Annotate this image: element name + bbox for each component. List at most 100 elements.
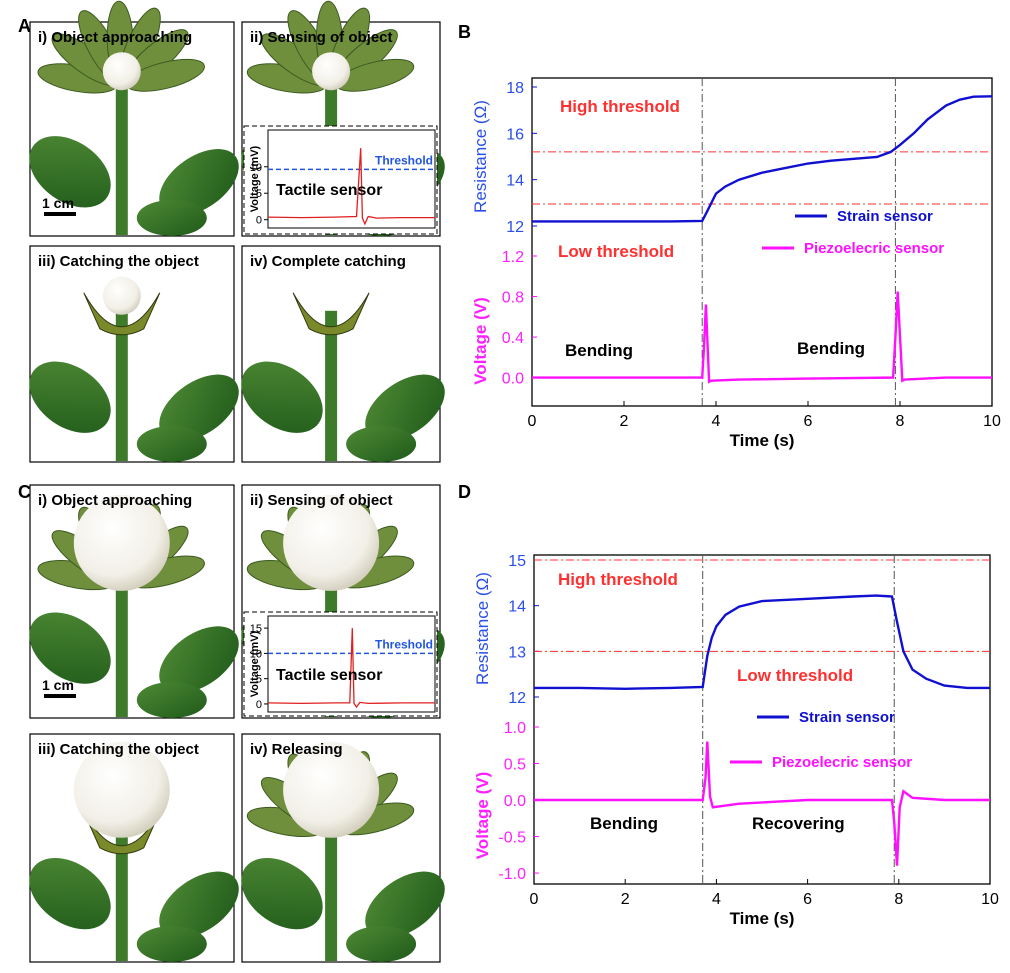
leaf: [29, 136, 111, 208]
y-tick-label: 10: [250, 162, 262, 174]
ball: [73, 741, 170, 838]
x-tick-label: 6: [803, 891, 812, 908]
y2-tick-label: -1.0: [498, 866, 526, 883]
photo-label: i) Object approaching: [38, 29, 192, 46]
stem: [325, 829, 338, 961]
y2-tick-label: 1.2: [502, 249, 524, 266]
panel-label: C: [18, 482, 31, 502]
ball: [102, 52, 141, 91]
y-tick-label: 16: [506, 126, 524, 143]
axes-frame: [531, 77, 993, 407]
leaf: [29, 612, 111, 684]
photo-label: i) Object approaching: [38, 492, 192, 509]
ball: [283, 741, 380, 838]
legend-label: Strain sensor: [837, 208, 933, 225]
y2-tick-label: 0.5: [504, 757, 526, 774]
scale-bar-label: 1 cm: [42, 195, 74, 211]
annotation: Recovering: [752, 814, 845, 833]
inset-axes: [267, 129, 436, 229]
x-tick-label: 4: [712, 891, 721, 908]
leaf: [136, 426, 207, 462]
annotation: Bending: [797, 339, 865, 358]
stem: [115, 86, 128, 235]
photo-label: iii) Catching the object: [38, 253, 199, 270]
photo: iv) Complete catching: [241, 245, 445, 463]
petals-closed: [292, 292, 370, 336]
x-axis-label: Time (s): [730, 431, 795, 450]
y2-tick-label: -0.5: [498, 830, 526, 847]
y-axis-label: Voltage (mV): [249, 630, 261, 697]
y-axis-label: Resistance (Ω): [471, 100, 490, 213]
petals-closed: [83, 292, 161, 336]
threshold-label: High threshold: [558, 570, 678, 589]
y2-tick-label: 0.0: [502, 371, 524, 388]
leaf: [136, 926, 207, 962]
y-tick-label: 13: [508, 644, 526, 661]
annotation: Bending: [565, 341, 633, 360]
stem: [115, 310, 128, 461]
scale-bar-label: 1 cm: [42, 677, 74, 693]
y-tick-label: 12: [506, 219, 524, 236]
axes-frame: [533, 554, 991, 885]
leaf: [159, 871, 239, 939]
ball: [312, 52, 351, 91]
series-line: [534, 741, 990, 866]
y2-axis-label: Voltage (V): [473, 772, 492, 860]
photo-label: iv) Complete catching: [250, 253, 406, 270]
panel-label: D: [458, 482, 471, 502]
y-tick-label: 10: [250, 648, 262, 660]
inset-frame: [243, 611, 438, 717]
threshold-label: High threshold: [560, 97, 680, 116]
leaf: [159, 374, 239, 442]
y2-tick-label: 0.8: [502, 290, 524, 307]
legend-label: Strain sensor: [799, 709, 895, 726]
series-line: [534, 594, 990, 691]
legend-label: Piezoelecric sensor: [772, 754, 912, 771]
photo: iii) Catching the object: [29, 245, 239, 463]
photo-label: ii) Sensing of object: [250, 29, 393, 46]
photo: i) Object approaching: [29, 0, 239, 237]
x-tick-label: 0: [528, 413, 537, 430]
annotation: Bending: [590, 814, 658, 833]
photo-label: iv) Releasing: [250, 741, 343, 758]
x-tick-label: 2: [620, 413, 629, 430]
x-tick-label: 4: [712, 413, 721, 430]
stem: [325, 310, 338, 461]
leaf: [159, 626, 239, 694]
x-axis-label: Time (s): [730, 909, 795, 928]
photo: iv) Releasing: [241, 733, 445, 963]
threshold-label: Threshold: [375, 637, 433, 651]
x-tick-label: 8: [896, 413, 905, 430]
y2-axis-label: Voltage (V): [471, 297, 490, 385]
x-tick-label: 2: [621, 891, 630, 908]
y-tick-label: 12: [508, 690, 526, 707]
threshold-label: Threshold: [375, 153, 433, 167]
series-line: [532, 291, 992, 384]
ball: [73, 494, 170, 591]
threshold-label: Low threshold: [737, 666, 853, 685]
leaf: [29, 361, 111, 433]
stem: [115, 829, 128, 961]
inset-frame: [243, 125, 438, 235]
y2-tick-label: 0.4: [502, 330, 524, 347]
y2-tick-label: 1.0: [504, 720, 526, 737]
leaf: [241, 857, 323, 930]
panel-label: B: [458, 22, 471, 42]
ball: [102, 276, 141, 315]
leaf: [365, 374, 445, 442]
y-tick-label: 0: [256, 699, 262, 711]
panel-label: A: [18, 16, 31, 36]
inset-title: Tactile sensor: [276, 667, 382, 684]
y-tick-label: 15: [508, 553, 526, 570]
ball: [283, 494, 380, 591]
photo: i) Object approaching: [29, 484, 239, 719]
leaf: [346, 926, 417, 962]
y-tick-label: 5: [256, 188, 262, 200]
y-tick-label: 18: [506, 80, 524, 97]
legend-label: Piezoelecric sensor: [804, 240, 944, 257]
leaf: [241, 361, 323, 433]
photo: iii) Catching the object: [29, 733, 239, 963]
x-tick-label: 8: [894, 891, 903, 908]
